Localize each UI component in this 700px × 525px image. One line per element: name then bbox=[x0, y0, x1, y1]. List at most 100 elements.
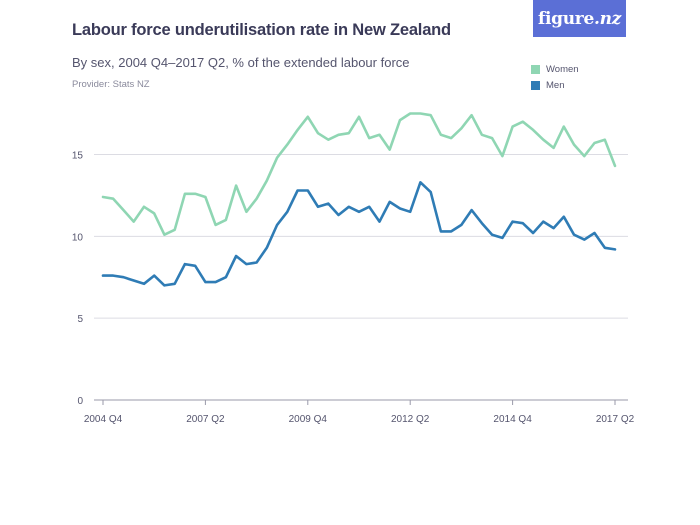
data-point-men-11[interactable] bbox=[213, 279, 219, 285]
data-point-men-36[interactable] bbox=[469, 207, 475, 213]
data-point-women-25[interactable] bbox=[356, 114, 362, 120]
data-point-men-43[interactable] bbox=[540, 219, 546, 225]
data-point-men-7[interactable] bbox=[172, 281, 178, 287]
data-point-women-14[interactable] bbox=[243, 209, 249, 215]
data-point-women-32[interactable] bbox=[428, 112, 434, 118]
data-point-women-36[interactable] bbox=[469, 112, 475, 118]
data-point-women-1[interactable] bbox=[110, 196, 116, 202]
data-point-women-30[interactable] bbox=[407, 111, 413, 117]
data-point-women-44[interactable] bbox=[551, 145, 557, 151]
data-point-women-11[interactable] bbox=[213, 222, 219, 228]
data-point-women-10[interactable] bbox=[202, 194, 208, 200]
data-point-men-49[interactable] bbox=[602, 245, 608, 251]
data-point-men-24[interactable] bbox=[346, 204, 352, 210]
data-point-women-17[interactable] bbox=[274, 155, 280, 161]
data-point-women-29[interactable] bbox=[397, 117, 403, 123]
data-point-men-20[interactable] bbox=[305, 187, 311, 193]
data-point-women-2[interactable] bbox=[120, 207, 126, 213]
data-point-men-47[interactable] bbox=[581, 237, 587, 243]
data-point-women-42[interactable] bbox=[530, 127, 536, 133]
data-point-women-12[interactable] bbox=[223, 217, 229, 223]
data-point-men-9[interactable] bbox=[192, 263, 198, 269]
data-point-men-26[interactable] bbox=[366, 204, 372, 210]
data-point-women-41[interactable] bbox=[520, 119, 526, 125]
data-point-women-7[interactable] bbox=[172, 227, 178, 233]
data-point-men-39[interactable] bbox=[499, 235, 505, 241]
data-point-women-43[interactable] bbox=[540, 137, 546, 143]
data-point-women-6[interactable] bbox=[161, 232, 167, 238]
data-point-women-0[interactable] bbox=[100, 194, 106, 200]
data-point-women-26[interactable] bbox=[366, 135, 372, 141]
data-point-men-14[interactable] bbox=[243, 261, 249, 267]
data-point-women-34[interactable] bbox=[448, 135, 454, 141]
data-point-women-13[interactable] bbox=[233, 183, 239, 189]
data-point-men-18[interactable] bbox=[284, 209, 290, 215]
data-point-women-9[interactable] bbox=[192, 191, 198, 197]
data-point-men-4[interactable] bbox=[141, 281, 147, 287]
data-point-men-21[interactable] bbox=[315, 204, 321, 210]
data-point-women-45[interactable] bbox=[561, 124, 567, 130]
data-point-men-13[interactable] bbox=[233, 253, 239, 259]
data-point-women-21[interactable] bbox=[315, 130, 321, 136]
data-point-women-28[interactable] bbox=[387, 147, 393, 153]
data-point-women-40[interactable] bbox=[510, 124, 516, 130]
data-point-women-20[interactable] bbox=[305, 114, 311, 120]
data-point-men-50[interactable] bbox=[612, 246, 618, 252]
data-point-men-25[interactable] bbox=[356, 209, 362, 215]
data-point-men-6[interactable] bbox=[161, 282, 167, 288]
data-point-men-37[interactable] bbox=[479, 220, 485, 226]
data-point-men-42[interactable] bbox=[530, 230, 536, 236]
data-point-women-22[interactable] bbox=[325, 137, 331, 143]
data-point-men-5[interactable] bbox=[151, 273, 157, 279]
data-point-men-2[interactable] bbox=[120, 274, 126, 280]
data-point-men-46[interactable] bbox=[571, 232, 577, 238]
data-point-women-48[interactable] bbox=[592, 140, 598, 146]
data-point-men-35[interactable] bbox=[458, 222, 464, 228]
data-point-women-16[interactable] bbox=[264, 178, 270, 184]
data-point-men-44[interactable] bbox=[551, 225, 557, 231]
data-point-men-19[interactable] bbox=[295, 187, 301, 193]
data-point-women-50[interactable] bbox=[612, 163, 618, 169]
data-point-women-5[interactable] bbox=[151, 210, 157, 216]
data-point-men-38[interactable] bbox=[489, 232, 495, 238]
data-point-men-15[interactable] bbox=[254, 260, 260, 266]
data-point-women-33[interactable] bbox=[438, 132, 444, 138]
data-point-women-18[interactable] bbox=[284, 142, 290, 148]
figure-nz-logo[interactable]: figure .nz bbox=[533, 0, 626, 37]
data-point-men-34[interactable] bbox=[448, 228, 454, 234]
data-point-women-47[interactable] bbox=[581, 153, 587, 159]
data-point-women-23[interactable] bbox=[336, 132, 342, 138]
data-point-men-31[interactable] bbox=[417, 179, 423, 185]
data-point-men-27[interactable] bbox=[376, 219, 382, 225]
data-point-men-29[interactable] bbox=[397, 205, 403, 211]
data-point-women-35[interactable] bbox=[458, 125, 464, 131]
data-point-men-23[interactable] bbox=[336, 212, 342, 218]
data-point-men-41[interactable] bbox=[520, 220, 526, 226]
data-point-men-12[interactable] bbox=[223, 274, 229, 280]
data-point-women-38[interactable] bbox=[489, 135, 495, 141]
data-point-women-19[interactable] bbox=[295, 127, 301, 133]
data-point-men-16[interactable] bbox=[264, 245, 270, 251]
data-point-women-24[interactable] bbox=[346, 130, 352, 136]
data-point-men-10[interactable] bbox=[202, 279, 208, 285]
data-point-men-3[interactable] bbox=[131, 278, 137, 284]
data-point-women-27[interactable] bbox=[376, 132, 382, 138]
data-point-men-28[interactable] bbox=[387, 199, 393, 205]
data-point-women-3[interactable] bbox=[131, 219, 137, 225]
data-point-men-32[interactable] bbox=[428, 189, 434, 195]
data-point-women-8[interactable] bbox=[182, 191, 188, 197]
data-point-men-30[interactable] bbox=[407, 209, 413, 215]
data-point-women-46[interactable] bbox=[571, 142, 577, 148]
data-point-women-49[interactable] bbox=[602, 137, 608, 143]
data-point-men-0[interactable] bbox=[100, 273, 106, 279]
data-point-men-8[interactable] bbox=[182, 261, 188, 267]
data-point-men-45[interactable] bbox=[561, 214, 567, 220]
data-point-men-40[interactable] bbox=[510, 219, 516, 225]
data-point-men-22[interactable] bbox=[325, 201, 331, 207]
data-point-women-4[interactable] bbox=[141, 204, 147, 210]
data-point-women-31[interactable] bbox=[417, 111, 423, 117]
data-point-men-17[interactable] bbox=[274, 222, 280, 228]
data-point-women-39[interactable] bbox=[499, 153, 505, 159]
data-point-men-48[interactable] bbox=[592, 230, 598, 236]
data-point-women-15[interactable] bbox=[254, 196, 260, 202]
